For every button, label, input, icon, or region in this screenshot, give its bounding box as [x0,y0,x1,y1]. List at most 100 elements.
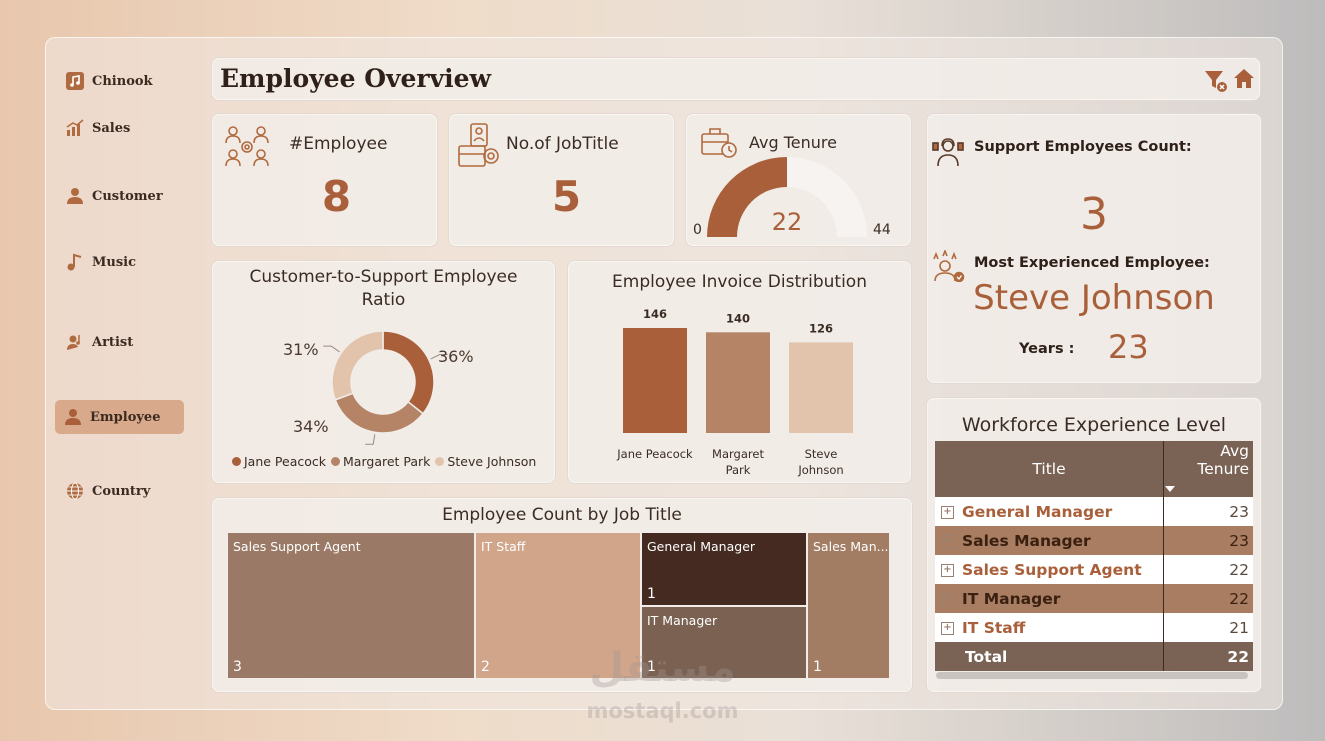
row-title: IT Staff [962,618,1026,637]
legend-swatch [435,457,445,466]
bar-category-label: Park [726,463,751,477]
id-badge-icon [457,122,503,174]
legend-item-steve[interactable]: Steve Johnson [435,454,536,469]
person-icon [64,408,82,426]
bar-category-label: Margaret [712,447,764,461]
donut-title-line2: Ratio [361,290,406,310]
row-title: Sales Manager [962,531,1091,550]
treemap-cell-count: 1 [647,586,656,602]
kpi-tenure-card: Avg Tenure 22 0 44 [685,113,912,247]
bar-margaret-park[interactable] [706,332,770,433]
table-row[interactable]: + IT Staff 21 [935,613,1253,642]
sidebar-item-label: Customer [92,188,163,204]
expand-icon[interactable]: + [941,505,954,519]
row-title: IT Manager [962,589,1061,608]
row-value: 23 [1163,497,1253,526]
invoice-card: Employee Invoice Distribution 146 Jane Pe… [567,260,912,484]
page-title: Employee Overview [220,64,492,93]
bar-steve-johnson[interactable] [789,342,853,433]
treemap-cell-sales-support-agent[interactable]: Sales Support Agent 3 [227,532,475,679]
treemap-cell-count: 1 [813,659,822,675]
sidebar-item-label: Country [92,483,151,499]
watermark-arabic: مستقل [589,645,736,691]
bar-data-label: 146 [643,307,667,321]
column-header-title[interactable]: Title [935,441,1164,497]
table-row[interactable]: + Sales Support Agent 22 [935,555,1253,584]
sidebar-item-artist[interactable]: Artist [60,325,139,359]
donut-card: Customer-to-Support Employee Ratio 36% 3… [211,260,556,484]
donut-legend: Jane Peacock Margaret Park Steve Johnson [232,454,536,469]
table-row[interactable]: + IT Manager 22 [935,584,1253,613]
table-header-row: Title Avg Tenure [935,441,1253,497]
years-value: 23 [1108,328,1149,366]
donut-label-steve: 31% [283,340,319,359]
bar-data-label: 126 [809,321,833,335]
kpi-jobtitle-card: No.of JobTitle 5 [448,113,675,247]
legend-item-jane[interactable]: Jane Peacock [232,454,326,469]
legend-item-margaret[interactable]: Margaret Park [331,454,430,469]
workforce-table: Title Avg Tenure + General Manager 23 + Sa… [935,441,1253,671]
row-title: Sales Support Agent [962,560,1142,579]
row-value: 22 [1163,555,1253,584]
sidebar-item-sales[interactable]: Sales [60,111,136,145]
treemap-cell-name: General Manager [647,539,756,554]
gauge-fill [707,157,787,237]
row-value: 21 [1163,613,1253,642]
most-experienced-name: Steve Johnson [973,278,1215,318]
donut-label-jane: 36% [438,347,474,366]
table-row[interactable]: + Sales Manager 23 [935,526,1253,555]
gauge-value: 22 [771,208,803,236]
watermark-latin: mostaql.com [586,699,739,723]
header-bar: Employee Overview [211,57,1261,101]
bar-data-label: 140 [726,311,750,325]
treemap-cell-sales-manager[interactable]: Sales Man... 1 [807,532,890,679]
expand-icon[interactable]: + [941,621,954,635]
table-row[interactable]: + General Manager 23 [935,497,1253,526]
donut-leader-line [365,434,376,445]
kpi-employee-card: #Employee 8 [211,113,438,247]
sidebar-item-country[interactable]: Country [60,474,156,508]
legend-label: Jane Peacock [244,454,327,469]
treemap-cell-name: Sales Man... [813,539,889,554]
donut-chart [323,330,448,445]
treemap-cell-it-staff[interactable]: IT Staff 2 [475,532,641,679]
bar-jane-peacock[interactable] [623,328,687,433]
star-employee-icon [930,248,966,286]
total-value: 22 [1163,642,1253,671]
sidebar-item-label: Artist [92,334,134,350]
support-count-value: 3 [1080,189,1108,240]
treemap-cell-general-manager[interactable]: General Manager 1 [641,532,807,606]
sidebar-item-music[interactable]: Music [60,245,142,279]
total-label: Total [935,642,1164,671]
table-total-row: Total 22 [935,642,1253,671]
treemap-cell-name: IT Staff [481,539,526,554]
treemap-cell-count: 2 [481,659,490,675]
years-label: Years : [1019,341,1075,357]
treemap-title: Employee Count by Job Title [442,505,682,525]
column-header-avg-tenure[interactable]: Avg Tenure [1163,441,1253,497]
bar-category-label: Johnson [797,463,843,477]
sidebar-item-chinook[interactable]: Chinook [60,64,159,98]
kpi-jobtitle-label: No.of JobTitle [506,134,619,154]
workforce-title: Workforce Experience Level [961,414,1227,436]
bar-category-label: Jane Peacock [616,447,693,461]
donut-leader-line [430,354,448,360]
home-icon[interactable] [1233,68,1255,94]
treemap-cell-name: IT Manager [647,613,718,628]
row-value: 22 [1163,584,1253,613]
briefcase-clock-icon [700,126,738,164]
sidebar-item-label: Employee [90,409,161,425]
treemap-cell-it-manager[interactable]: IT Manager 1 [641,606,807,679]
expand-icon[interactable]: + [941,534,954,548]
donut-slice-steve-johnson[interactable] [331,330,384,401]
legend-label: Steve Johnson [447,454,537,469]
sidebar-item-employee[interactable]: Employee [55,400,184,434]
sidebar-item-label: Chinook [92,73,153,89]
sidebar-item-customer[interactable]: Customer [60,179,169,213]
team-network-icon [224,124,270,174]
expand-icon[interactable]: + [941,563,954,577]
clear-filter-icon[interactable] [1204,69,1228,97]
horizontal-scrollbar[interactable] [936,672,1248,679]
legend-label: Margaret Park [343,454,431,469]
expand-icon[interactable]: + [941,592,954,606]
